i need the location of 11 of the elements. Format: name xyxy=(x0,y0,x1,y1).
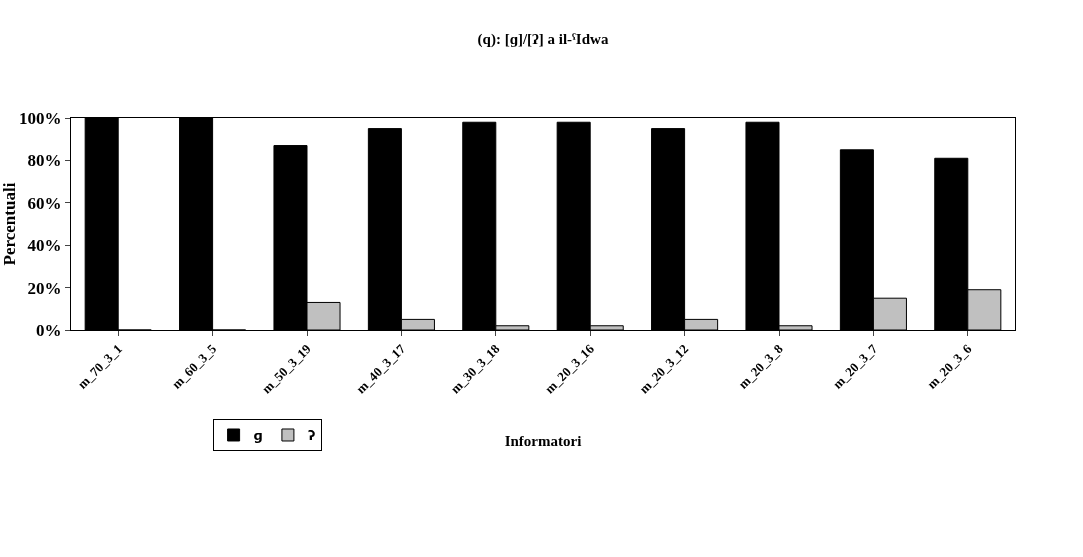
y-tick-label: 0% xyxy=(36,320,62,340)
legend-label: ɡ xyxy=(253,428,263,444)
y-tick-label: 20% xyxy=(27,278,62,298)
y-axis-title: Percentuali xyxy=(0,182,19,266)
y-tick-label: 60% xyxy=(27,193,62,213)
x-axis-title: Informatori xyxy=(504,433,582,450)
legend-label: ʔ xyxy=(307,428,316,444)
chart-title: (q): [ɡ]/[ʔ] a il-ˁIdwa xyxy=(477,31,609,49)
y-tick-label: 100% xyxy=(19,108,62,128)
y-tick-label: 40% xyxy=(27,236,62,256)
y-tick-label: 80% xyxy=(27,151,62,171)
